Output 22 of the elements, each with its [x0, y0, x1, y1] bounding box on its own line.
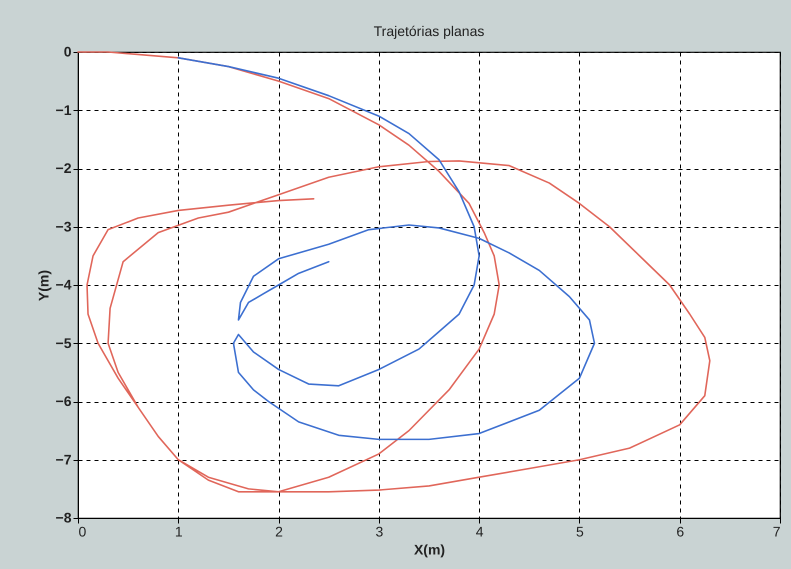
chart-title: Trajetórias planas	[374, 23, 484, 39]
line-series	[177, 57, 596, 440]
x-tick-label: 4	[476, 524, 484, 540]
x-tick-label: 6	[676, 524, 684, 540]
line-series	[77, 51, 711, 493]
y-tick-label: −4	[56, 276, 72, 292]
y-tick-label: −2	[56, 160, 72, 176]
x-tick-label: 5	[576, 524, 584, 540]
x-tick-label: 7	[772, 524, 781, 540]
x-tick-label: 3	[375, 524, 384, 540]
y-tick-label: −6	[56, 393, 72, 409]
y-tick-label: −3	[56, 218, 72, 234]
y-tick-label: −5	[56, 334, 72, 351]
x-tick-label: 2	[275, 524, 284, 540]
y-tick-label: −7	[56, 451, 72, 468]
y-tick-label: 0	[64, 44, 72, 60]
x-tick-label: 0	[78, 524, 86, 540]
y-axis-title: Y(m)	[36, 270, 52, 302]
x-tick-label: 1	[174, 524, 183, 540]
x-axis-title: X(m)	[414, 542, 446, 558]
y-tick-label: −1	[56, 102, 72, 118]
y-tick-label: −8	[56, 510, 72, 526]
